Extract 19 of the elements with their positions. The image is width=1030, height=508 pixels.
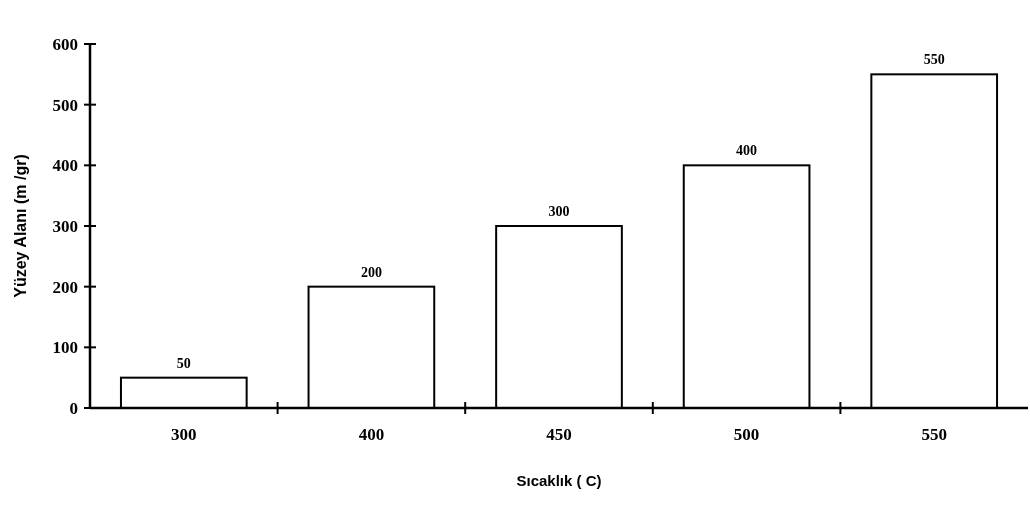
data-label: 550 (923, 52, 945, 68)
y-tick-label: 500 (52, 95, 78, 115)
y-tick-label: 200 (52, 277, 78, 297)
data-label: 300 (548, 204, 570, 219)
y-tick-label: 0 (69, 398, 78, 418)
y-tick-label: 300 (52, 216, 78, 236)
data-label: 400 (736, 143, 758, 159)
x-tick-label: 450 (546, 425, 572, 444)
x-tick-label: 550 (921, 425, 947, 444)
x-tick-label: 400 (358, 425, 385, 444)
x-axis-title: Sıcaklık ( C) (516, 472, 602, 489)
y-tick-label: 600 (52, 34, 78, 54)
y-axis-title: Yüzey Alanı (m /gr) (12, 154, 29, 298)
data-label: 50 (176, 355, 191, 371)
y-tick-label: 400 (52, 156, 78, 176)
x-tick-label: 500 (733, 425, 760, 444)
data-label: 200 (360, 264, 382, 280)
x-tick-label: 300 (171, 425, 197, 444)
y-tick-label: 100 (52, 338, 78, 358)
